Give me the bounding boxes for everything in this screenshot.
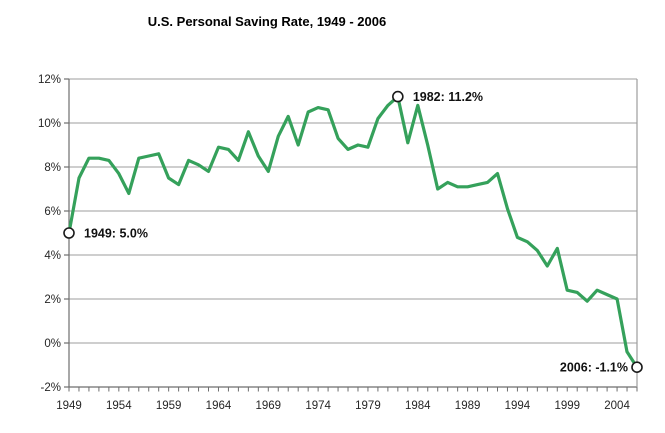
x-tick-label: 1974 [305, 400, 331, 412]
data-series [67, 94, 639, 369]
axes [68, 79, 638, 388]
gridlines [69, 78, 637, 344]
annotation-label: 1982: 11.2% [413, 90, 483, 104]
y-tick-label: 2% [44, 294, 61, 306]
y-tick-label: 12% [38, 74, 61, 86]
annotation-marker [631, 361, 643, 374]
annotation-label: 1949: 5.0% [84, 227, 148, 241]
y-tick-label: 10% [38, 118, 61, 130]
annotation-marker [392, 90, 404, 103]
x-tick-label: 1954 [106, 400, 132, 412]
tick-labels: 12% 10% 8% 6% 4% 2% 0% -2% 1949 1954 1959 1964 1969 1… [38, 74, 630, 412]
y-tick-label: 8% [44, 162, 61, 174]
x-tick-label: 1969 [256, 400, 282, 412]
x-tick-label: 1964 [206, 400, 232, 412]
x-tick-label: 1999 [554, 400, 580, 412]
x-tick-label: 1984 [405, 400, 431, 412]
annotation-label: 2006: -1.1% [560, 361, 628, 375]
y-tick-label: 6% [44, 206, 61, 218]
x-tick-label: 1959 [156, 400, 182, 412]
x-tick-label: 1979 [355, 400, 381, 412]
y-tick-label: 4% [44, 250, 61, 262]
chart-title: U.S. Personal Saving Rate, 1949 - 2006 [148, 14, 386, 29]
annotation-marker [63, 227, 75, 239]
y-tick-label: 0% [44, 338, 61, 350]
y-tick-label: -2% [41, 382, 61, 394]
saving-rate-line [67, 94, 639, 369]
x-tick-label: 1949 [56, 400, 82, 412]
x-tick-label: 1994 [505, 400, 531, 412]
tick-marks [64, 78, 638, 392]
x-tick-label: 1989 [455, 400, 481, 412]
annotations: 1949: 5.0% 1982: 11.2% 2006: -1.1% [63, 90, 643, 375]
x-tick-label: 2004 [604, 400, 630, 412]
